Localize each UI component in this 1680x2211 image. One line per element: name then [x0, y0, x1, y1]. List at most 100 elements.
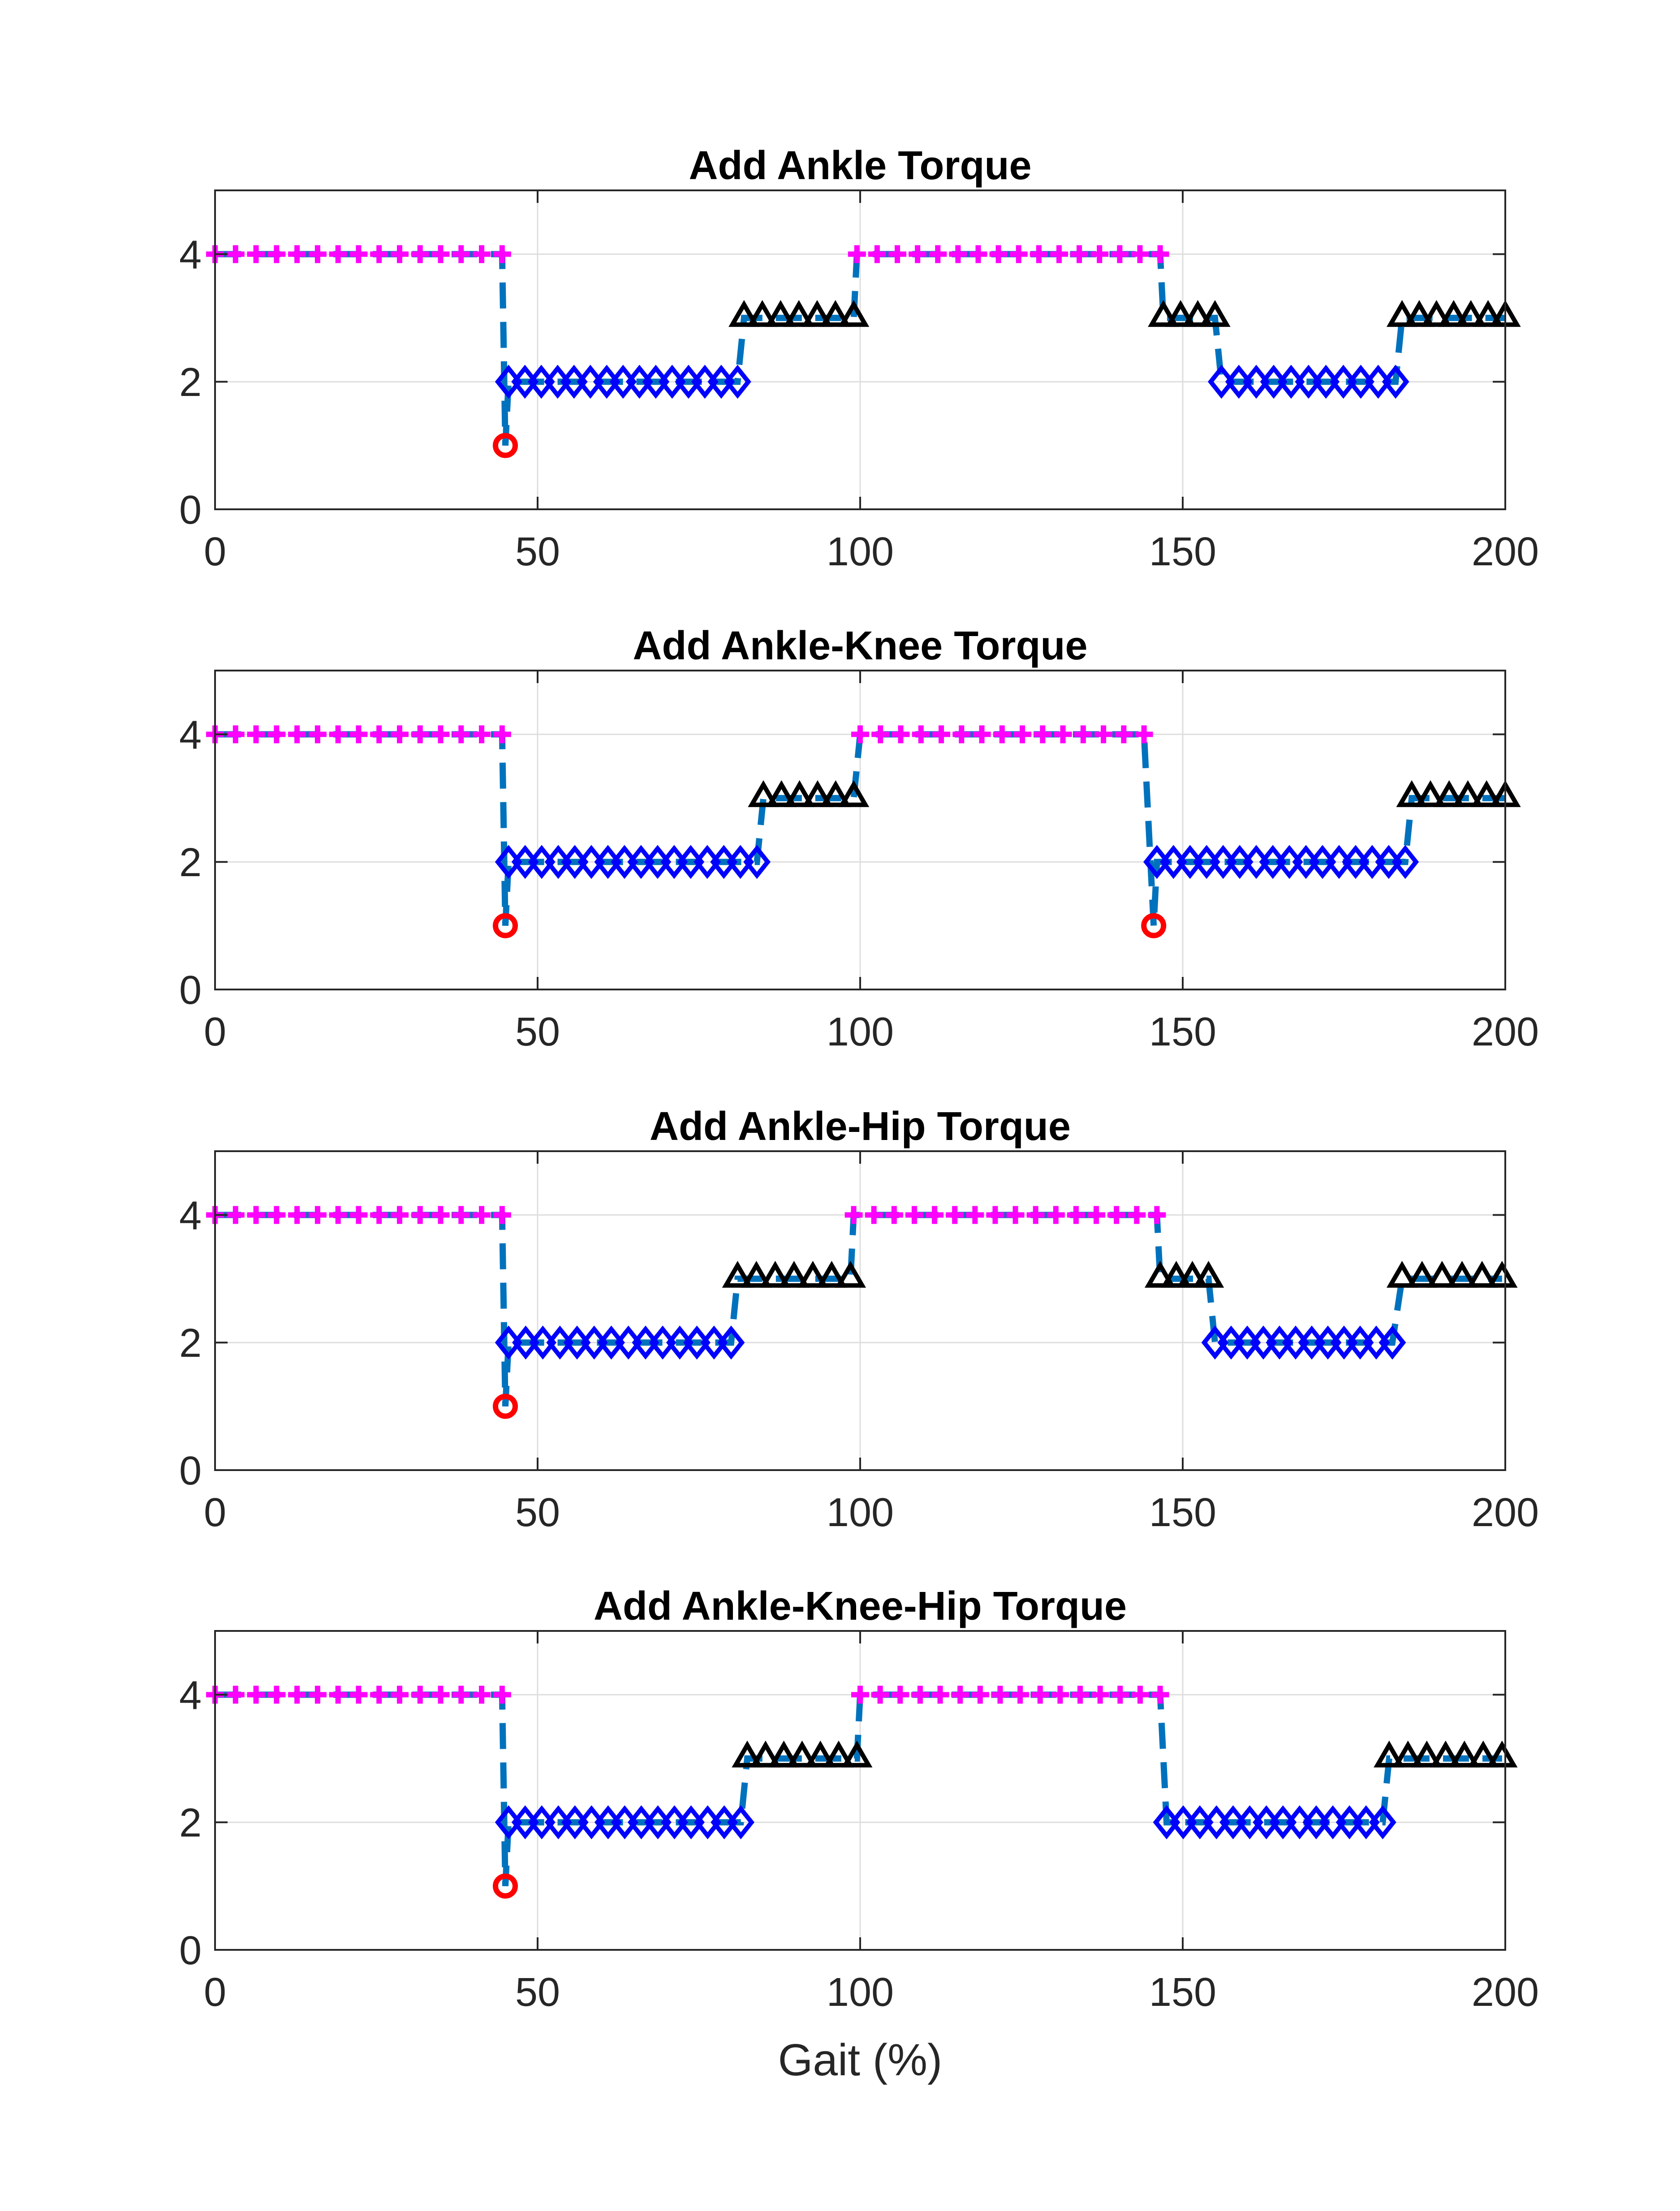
- plus-marker: [1054, 725, 1072, 744]
- plus-marker: [473, 1206, 491, 1224]
- triangle-marker: [1426, 1260, 1458, 1288]
- diamond-marker: [1382, 365, 1409, 399]
- diamond-marker: [1369, 1805, 1396, 1840]
- x-tick-label: 100: [827, 1490, 894, 1535]
- plus-marker: [931, 1686, 949, 1704]
- plus-marker: [267, 245, 286, 263]
- subplot-title: Add Ankle-Knee Torque: [633, 624, 1087, 668]
- plus-marker: [411, 1686, 429, 1704]
- triangle-marker: [1486, 1260, 1518, 1288]
- plus-marker: [888, 245, 907, 263]
- plus-marker: [1070, 245, 1089, 263]
- x-tick-label: 50: [515, 1490, 560, 1535]
- triangle-marker: [728, 300, 760, 327]
- x-tick-label: 0: [204, 529, 226, 574]
- plus-marker: [349, 1686, 368, 1704]
- plus-marker: [452, 1206, 470, 1224]
- triangle-marker: [778, 1260, 810, 1288]
- plus-marker: [431, 1206, 450, 1224]
- phase-4-markers: [848, 245, 1169, 263]
- plus-marker: [493, 725, 511, 744]
- triangle-marker: [783, 300, 814, 327]
- diamond-marker: [1295, 365, 1322, 399]
- plus-marker: [1026, 1206, 1045, 1224]
- plot-area: [206, 1686, 1518, 1899]
- triangle-marker: [823, 1740, 854, 1768]
- x-tick-label: 100: [827, 529, 894, 574]
- tick-labels: 0 50 100 150 200 0 2 4: [179, 1631, 1539, 2015]
- y-tick-label: 4: [179, 1193, 202, 1238]
- x-tick-label: 200: [1472, 1490, 1539, 1535]
- plus-marker: [891, 1686, 909, 1704]
- diamond-marker: [1378, 1325, 1406, 1360]
- plus-marker: [885, 1206, 903, 1224]
- plus-marker: [951, 1686, 969, 1704]
- plus-marker: [288, 1686, 306, 1704]
- triangle-marker: [784, 780, 815, 807]
- plus-marker: [493, 1206, 511, 1224]
- plus-marker: [493, 245, 511, 263]
- plus-marker: [1071, 1686, 1090, 1704]
- phase-2-markers: [1153, 1805, 1396, 1840]
- phase-1-markers: [1141, 913, 1167, 938]
- plus-marker: [1148, 1206, 1166, 1224]
- subplot-add-ankle-hip-torque: 0 50 100 150 200 0 2 4 Add Ankle-Hip Torque: [179, 1104, 1539, 1535]
- plus-marker: [452, 1686, 470, 1704]
- plus-marker: [390, 725, 409, 744]
- plus-marker: [1111, 1686, 1129, 1704]
- plus-marker: [288, 1206, 306, 1224]
- plus-marker: [993, 725, 1011, 744]
- plus-marker: [308, 1206, 327, 1224]
- triangle-marker: [1193, 1260, 1224, 1288]
- phase-1-markers: [493, 433, 518, 458]
- triangle-marker: [1421, 300, 1452, 327]
- plus-marker: [329, 245, 347, 263]
- triangle-marker: [1182, 300, 1214, 327]
- triangle-marker: [1386, 300, 1418, 327]
- diamond-marker: [1225, 365, 1253, 399]
- plus-marker: [452, 245, 470, 263]
- x-tick-label: 0: [204, 1490, 226, 1535]
- tick-labels: 0 50 100 150 200 0 2 4: [179, 190, 1539, 574]
- plus-marker: [473, 245, 491, 263]
- y-tick-label: 0: [179, 1449, 202, 1493]
- triangle-marker: [820, 300, 851, 327]
- plus-marker: [911, 1686, 929, 1704]
- triangle-marker: [1486, 1740, 1518, 1768]
- triangle-marker: [746, 300, 778, 327]
- plus-marker: [1074, 725, 1092, 744]
- diamond-marker: [1242, 365, 1270, 399]
- triangle-marker: [816, 1260, 848, 1288]
- diamond-marker: [1364, 365, 1392, 399]
- phase-1-markers: [493, 1873, 518, 1899]
- triangle-marker: [1415, 780, 1446, 807]
- plus-marker: [452, 725, 470, 744]
- phase-1-markers: [493, 1394, 518, 1419]
- triangle-marker: [1199, 300, 1231, 327]
- phase-step-line: [215, 1691, 1502, 1886]
- triangle-marker: [1165, 300, 1196, 327]
- subplot-title: Add Ankle-Knee-Hip Torque: [594, 1584, 1127, 1629]
- plus-marker: [390, 1686, 409, 1704]
- plus-marker: [329, 725, 347, 744]
- phase-2-markers: [495, 845, 771, 879]
- triangle-marker: [1374, 1740, 1405, 1768]
- plus-marker: [905, 1206, 923, 1224]
- subplot-add-ankle-knee-torque: 0 50 100 150 200 0 2 4 Add Ankle-Knee Torque: [179, 624, 1539, 1054]
- x-tick-label: 200: [1472, 529, 1539, 574]
- y-tick-label: 4: [179, 1673, 202, 1718]
- subplot-add-ankle-knee-hip-torque: 0 50 100 150 200 0 2 4 Add Ankle-Knee-Hip Torqu…: [179, 1584, 1539, 2085]
- plus-marker: [1091, 1686, 1109, 1704]
- plus-marker: [288, 245, 306, 263]
- plus-marker: [1115, 725, 1133, 744]
- plus-marker: [1087, 1206, 1106, 1224]
- plus-marker: [1107, 1206, 1126, 1224]
- plus-marker: [1030, 245, 1048, 263]
- plus-marker: [493, 1686, 511, 1704]
- phase-2-markers: [1143, 845, 1419, 879]
- y-tick-label: 0: [179, 1928, 202, 1973]
- diamond-marker: [1312, 365, 1340, 399]
- plus-marker: [1131, 245, 1149, 263]
- plus-marker: [1131, 1686, 1149, 1704]
